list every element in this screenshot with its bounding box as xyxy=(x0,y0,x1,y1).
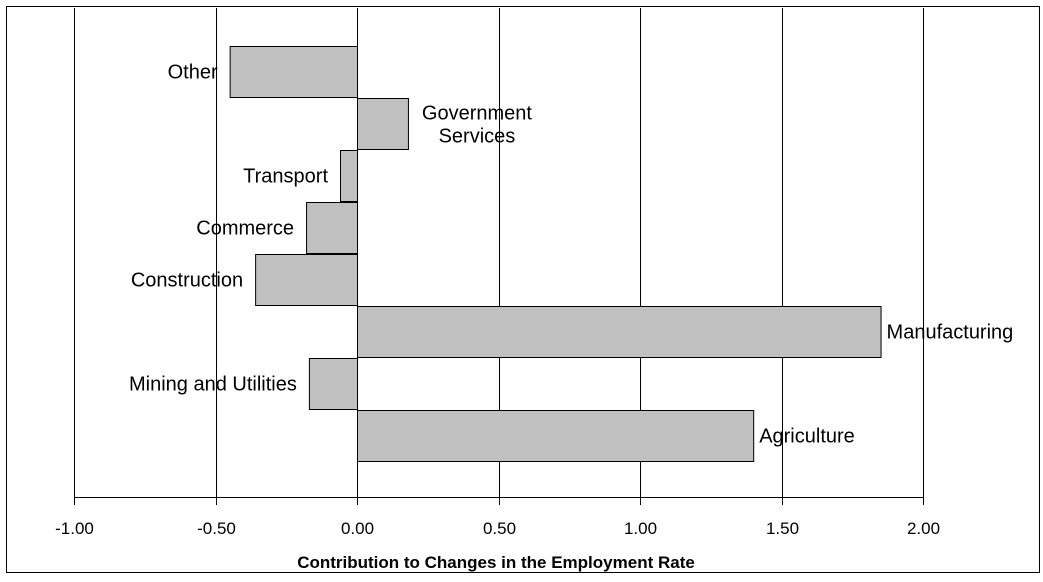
x-tick-label: 0.50 xyxy=(483,519,516,538)
x-axis: -1.00 -0.50 0.00 0.50 1.00 1.50 2.00 xyxy=(55,8,940,538)
category-label: Transport xyxy=(243,166,328,188)
category-label: Mining and Utilities xyxy=(129,374,297,396)
category-label: Agriculture xyxy=(759,426,855,448)
category-label: Other xyxy=(168,62,218,84)
category-label: Government xyxy=(422,103,532,125)
gridlines xyxy=(74,8,924,497)
bar xyxy=(308,358,359,410)
chart-frame xyxy=(6,6,1040,573)
x-tick-label: -1.00 xyxy=(55,519,94,538)
bar xyxy=(229,46,358,98)
bar xyxy=(255,254,358,306)
x-tick-label: 0.00 xyxy=(341,519,374,538)
bar xyxy=(340,150,358,202)
x-tick-label: 1.00 xyxy=(624,519,657,538)
bar xyxy=(357,306,882,358)
x-tick-label: 1.50 xyxy=(766,519,799,538)
x-axis-title: Contribution to Changes in the Employmen… xyxy=(297,553,695,572)
bar xyxy=(357,98,409,150)
category-label: Construction xyxy=(131,270,243,292)
bar xyxy=(306,202,358,254)
category-label: Manufacturing xyxy=(887,322,1014,344)
category-label: Commerce xyxy=(196,218,294,240)
x-tick-label: 2.00 xyxy=(907,519,940,538)
category-label: Services xyxy=(439,126,516,148)
bar xyxy=(357,410,755,462)
x-tick-label: -0.50 xyxy=(197,519,236,538)
bars xyxy=(229,46,882,462)
